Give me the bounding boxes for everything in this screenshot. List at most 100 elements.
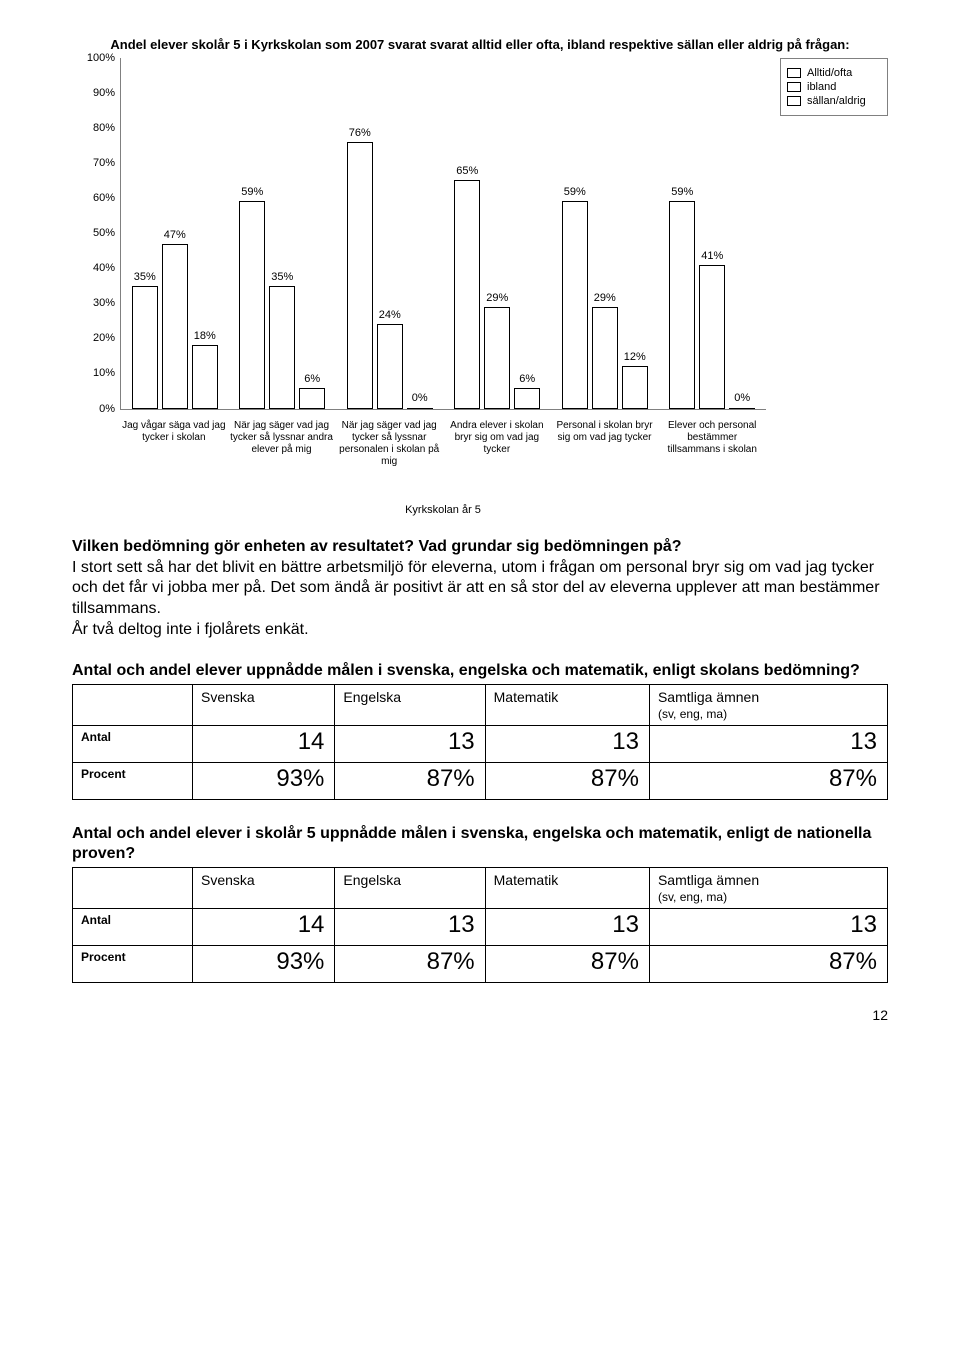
table-cell: 13 bbox=[335, 725, 485, 762]
bar: 76% bbox=[347, 142, 373, 409]
table-cell: 87% bbox=[649, 762, 887, 799]
bar-value-label: 0% bbox=[734, 392, 750, 404]
bar-chart: 35%47%18%59%35%6%76%24%0%65%29%6%59%29%1… bbox=[72, 58, 888, 498]
results-table-2: SvenskaEngelskaMatematikSamtliga ämnen(s… bbox=[72, 867, 888, 983]
bar: 6% bbox=[299, 388, 325, 409]
bar-value-label: 24% bbox=[379, 309, 401, 321]
bar-value-label: 6% bbox=[519, 373, 535, 385]
bar: 59% bbox=[239, 201, 265, 408]
legend-label: Alltid/ofta bbox=[807, 67, 852, 79]
bar: 59% bbox=[562, 201, 588, 408]
bar: 47% bbox=[162, 244, 188, 409]
bar: 0% bbox=[407, 408, 433, 409]
table-cell: 13 bbox=[485, 909, 649, 946]
bar-value-label: 18% bbox=[194, 330, 216, 342]
chart-title: Andel elever skolår 5 i Kyrkskolan som 2… bbox=[72, 36, 888, 54]
table-cell: 93% bbox=[193, 946, 335, 983]
x-axis-label: När jag säger vad jag tycker så lyssnar … bbox=[335, 416, 443, 498]
y-axis-tick: 80% bbox=[73, 122, 115, 134]
bar-value-label: 65% bbox=[456, 165, 478, 177]
legend-swatch bbox=[787, 82, 801, 92]
bar-value-label: 35% bbox=[134, 271, 156, 283]
table-row: Antal14131313 bbox=[73, 725, 888, 762]
bar: 41% bbox=[699, 265, 725, 409]
bar-value-label: 0% bbox=[412, 392, 428, 404]
table-corner bbox=[73, 868, 193, 909]
legend-item: ibland bbox=[787, 81, 881, 93]
bar-value-label: 6% bbox=[304, 373, 320, 385]
bar: 29% bbox=[484, 307, 510, 409]
y-axis-tick: 0% bbox=[73, 403, 115, 415]
legend-swatch bbox=[787, 96, 801, 106]
table-cell: 87% bbox=[649, 946, 887, 983]
column-header: Svenska bbox=[193, 684, 335, 725]
table-cell: 93% bbox=[193, 762, 335, 799]
assessment-question: Vilken bedömning gör enheten av resultat… bbox=[72, 538, 888, 556]
table1-heading: Antal och andel elever uppnådde målen i … bbox=[72, 661, 888, 682]
legend-swatch bbox=[787, 68, 801, 78]
table-corner bbox=[73, 684, 193, 725]
y-axis-tick: 30% bbox=[73, 297, 115, 309]
table-cell: 13 bbox=[649, 725, 887, 762]
legend: Alltid/ofta ibland sällan/aldrig bbox=[780, 58, 888, 116]
y-axis-tick: 20% bbox=[73, 332, 115, 344]
legend-label: ibland bbox=[807, 81, 836, 93]
bar-value-label: 35% bbox=[271, 271, 293, 283]
bar: 35% bbox=[269, 286, 295, 409]
x-axis-label: Andra elever i skolan bryr sig om vad ja… bbox=[443, 416, 551, 498]
table2-heading: Antal och andel elever i skolår 5 uppnåd… bbox=[72, 824, 888, 866]
column-header: Samtliga ämnen(sv, eng, ma) bbox=[649, 684, 887, 725]
x-axis-label: När jag säger vad jag tycker så lyssnar … bbox=[228, 416, 336, 498]
table-row: Antal14131313 bbox=[73, 909, 888, 946]
table-cell: 13 bbox=[485, 725, 649, 762]
bar-group: 35%47%18% bbox=[121, 58, 229, 409]
table-cell: 13 bbox=[335, 909, 485, 946]
y-axis-tick: 70% bbox=[73, 157, 115, 169]
legend-item: Alltid/ofta bbox=[787, 67, 881, 79]
bar-group: 59%41%0% bbox=[659, 58, 767, 409]
table-cell: 87% bbox=[335, 762, 485, 799]
bar-group: 59%35%6% bbox=[229, 58, 337, 409]
table-cell: 87% bbox=[335, 946, 485, 983]
bar-value-label: 76% bbox=[349, 127, 371, 139]
table-cell: 14 bbox=[193, 725, 335, 762]
legend-label: sällan/aldrig bbox=[807, 95, 866, 107]
bar-group: 65%29%6% bbox=[444, 58, 552, 409]
row-header: Antal bbox=[73, 909, 193, 946]
bar-value-label: 29% bbox=[594, 292, 616, 304]
bar-value-label: 29% bbox=[486, 292, 508, 304]
column-header: Samtliga ämnen(sv, eng, ma) bbox=[649, 868, 887, 909]
results-table-1: SvenskaEngelskaMatematikSamtliga ämnen(s… bbox=[72, 684, 888, 800]
column-header: Engelska bbox=[335, 868, 485, 909]
table-cell: 14 bbox=[193, 909, 335, 946]
y-axis-tick: 100% bbox=[73, 52, 115, 64]
bar: 18% bbox=[192, 345, 218, 408]
bar: 0% bbox=[729, 408, 755, 409]
bar-group: 76%24%0% bbox=[336, 58, 444, 409]
bar-value-label: 59% bbox=[564, 186, 586, 198]
bar-value-label: 47% bbox=[164, 229, 186, 241]
table-row: Procent93%87%87%87% bbox=[73, 946, 888, 983]
x-axis-label: Personal i skolan bryr sig om vad jag ty… bbox=[551, 416, 659, 498]
row-header: Procent bbox=[73, 946, 193, 983]
table-cell: 13 bbox=[649, 909, 887, 946]
table-cell: 87% bbox=[485, 946, 649, 983]
x-axis-label: Jag vågar säga vad jag tycker i skolan bbox=[120, 416, 228, 498]
bar-value-label: 41% bbox=[701, 250, 723, 262]
chart-subtitle: Kyrkskolan år 5 bbox=[120, 504, 766, 516]
bar: 24% bbox=[377, 324, 403, 408]
bar-group: 59% 29% 12% bbox=[551, 58, 659, 409]
column-header: Engelska bbox=[335, 684, 485, 725]
column-header: Matematik bbox=[485, 868, 649, 909]
bar: 12% bbox=[622, 366, 648, 408]
bar-value-label: 12% bbox=[624, 351, 646, 363]
row-header: Antal bbox=[73, 725, 193, 762]
assessment-answer: I stort sett så har det blivit en bättre… bbox=[72, 558, 888, 641]
table-cell: 87% bbox=[485, 762, 649, 799]
row-header: Procent bbox=[73, 762, 193, 799]
page-number: 12 bbox=[72, 1007, 888, 1023]
x-axis-label: Elever och personal bestämmer tillsamman… bbox=[658, 416, 766, 498]
bar: 65% bbox=[454, 180, 480, 408]
y-axis-tick: 50% bbox=[73, 227, 115, 239]
bar: 35% bbox=[132, 286, 158, 409]
